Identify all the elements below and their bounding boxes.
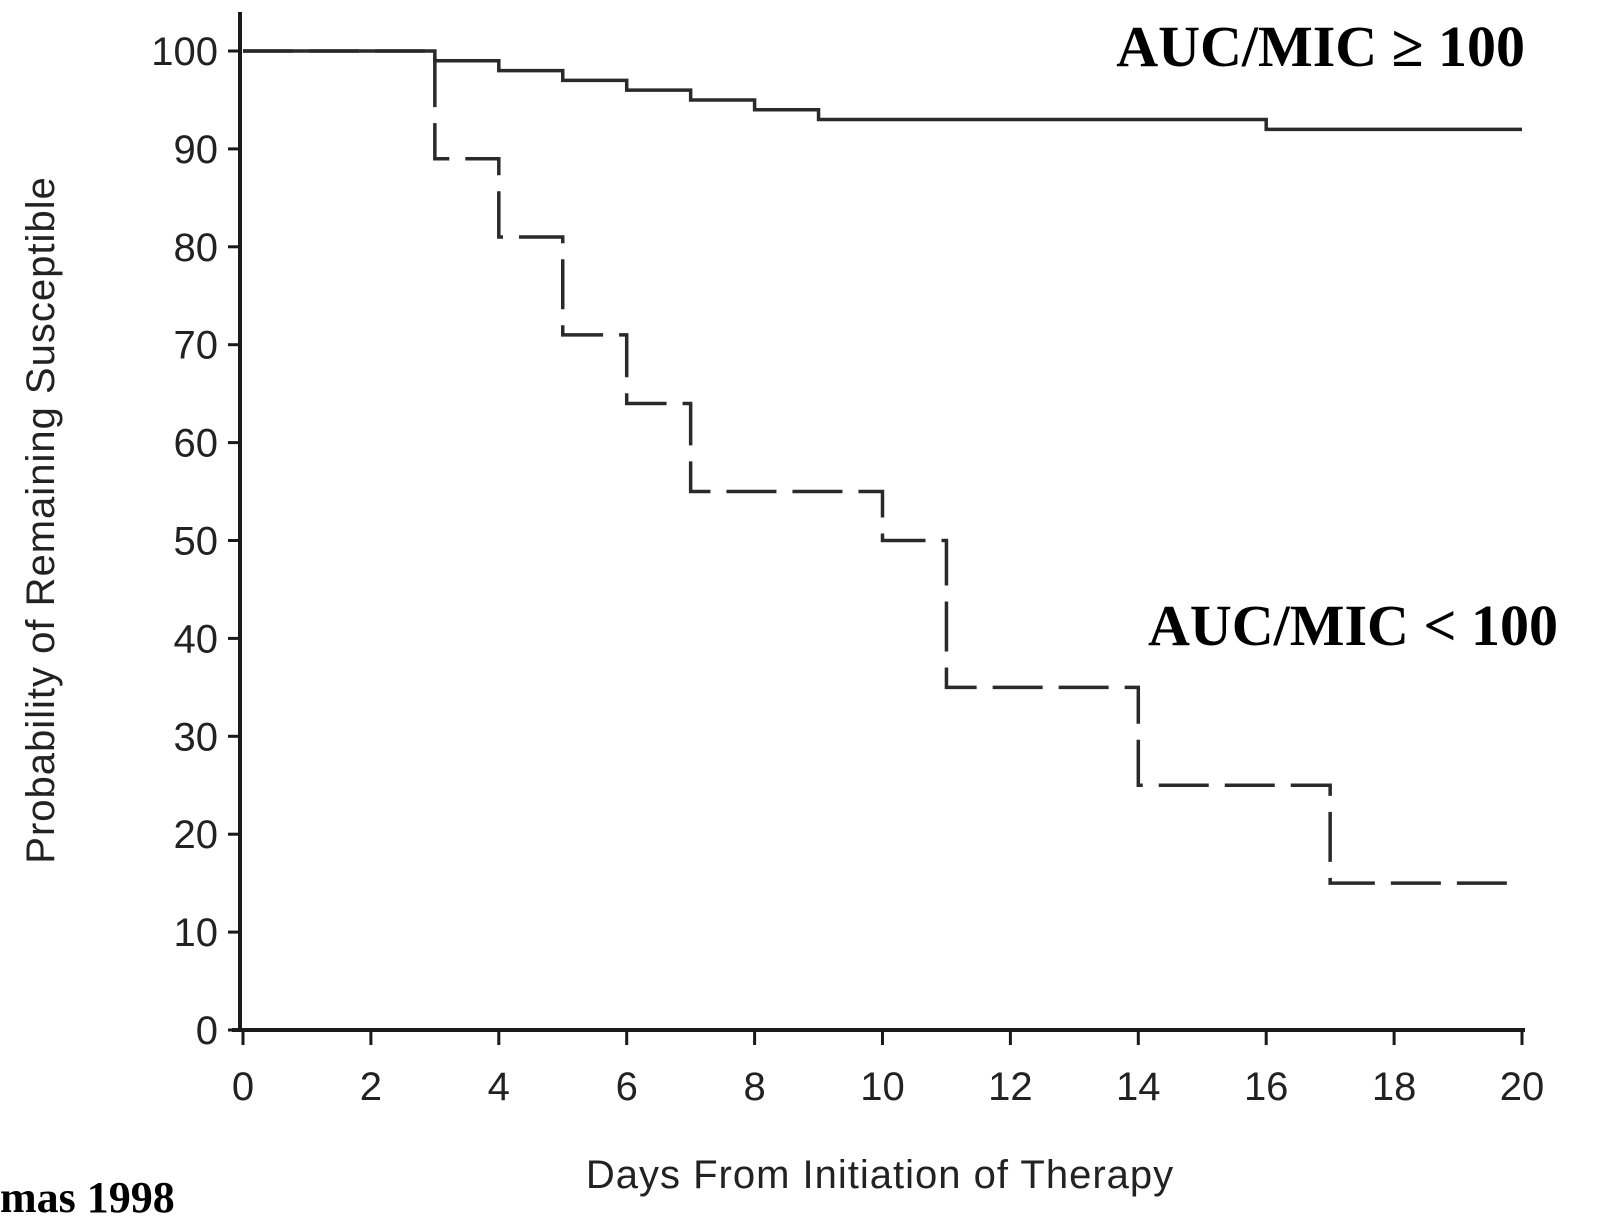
source-citation: mas 1998 xyxy=(0,1173,175,1222)
x-tick-label: 14 xyxy=(1116,1065,1161,1109)
x-tick-label: 8 xyxy=(743,1065,765,1109)
y-tick-label: 90 xyxy=(174,128,219,172)
x-axis-title: Days From Initiation of Therapy xyxy=(586,1153,1174,1197)
y-tick-label: 70 xyxy=(174,324,219,368)
axes xyxy=(232,12,1525,1032)
y-tick-label: 100 xyxy=(151,30,218,74)
y-axis-ticks: 0 10 20 30 40 50 60 70 80 90 100 xyxy=(151,30,240,1053)
y-tick-label: 10 xyxy=(174,911,219,955)
y-tick-label: 20 xyxy=(174,813,219,857)
x-tick-label: 10 xyxy=(860,1065,905,1109)
x-tick-label: 18 xyxy=(1372,1065,1417,1109)
x-tick-label: 20 xyxy=(1500,1065,1545,1109)
x-axis-ticks: 0 2 4 6 8 10 12 14 16 18 20 xyxy=(232,1030,1544,1109)
series-lines xyxy=(243,49,1522,885)
x-tick-label: 4 xyxy=(488,1065,510,1109)
series-label-low: AUC/MIC < 100 xyxy=(1148,593,1558,658)
x-tick-label: 0 xyxy=(232,1065,254,1109)
y-tick-label: 60 xyxy=(174,422,219,466)
y-tick-label: 80 xyxy=(174,226,219,270)
x-tick-label: 6 xyxy=(616,1065,638,1109)
x-tick-label: 16 xyxy=(1244,1065,1289,1109)
series-line-auc-mic-ge-100 xyxy=(243,49,1522,132)
series-label-high: AUC/MIC ≥ 100 xyxy=(1116,14,1525,79)
y-tick-label: 30 xyxy=(174,715,219,759)
series-line-auc-mic-lt-100 xyxy=(243,49,1522,885)
y-axis-title: Probability of Remaining Susceptible xyxy=(19,176,63,863)
x-tick-label: 12 xyxy=(988,1065,1033,1109)
x-tick-label: 2 xyxy=(360,1065,382,1109)
y-tick-label: 50 xyxy=(174,520,219,564)
y-tick-label: 0 xyxy=(196,1009,218,1053)
y-tick-label: 40 xyxy=(174,617,219,661)
